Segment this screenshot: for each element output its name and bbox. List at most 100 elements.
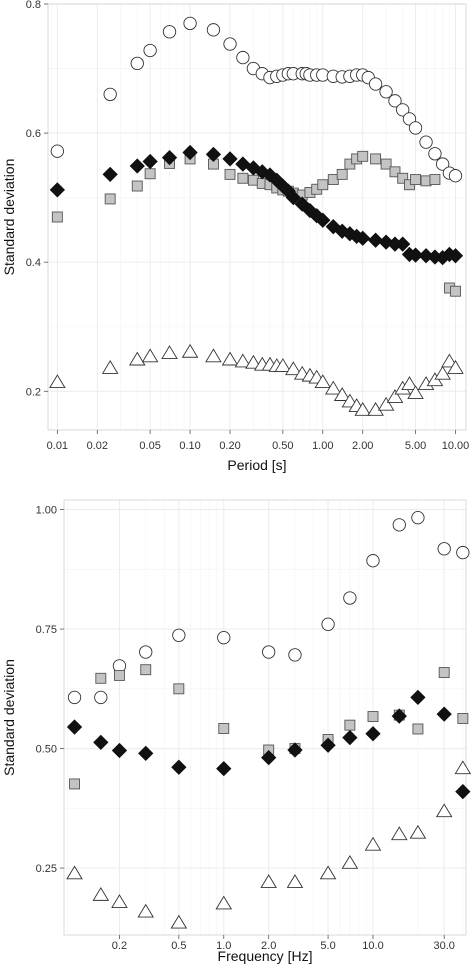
- diamond-point: [285, 189, 301, 206]
- square-point: [95, 672, 107, 684]
- diamond-point: [447, 248, 464, 264]
- square-point: [173, 683, 185, 695]
- diamond-point: [436, 706, 452, 722]
- diamond-point: [205, 146, 222, 163]
- diamond-point: [365, 726, 381, 742]
- y-tick-label: 0.2: [26, 386, 41, 398]
- triangle-point: [364, 836, 382, 851]
- square-point: [438, 667, 450, 679]
- square-point: [140, 664, 152, 676]
- diamond-point: [102, 166, 118, 183]
- diamond-point: [216, 761, 232, 777]
- x-tick-label: 2.0: [261, 940, 276, 952]
- triangle-point: [161, 345, 178, 359]
- triangle-point: [274, 358, 292, 372]
- x-tick-label: 30.0: [433, 940, 454, 952]
- circle-point: [94, 690, 108, 705]
- square-point: [357, 150, 369, 162]
- triangle-point: [170, 914, 188, 929]
- circle-point: [143, 43, 157, 58]
- x-axis-title: Period [s]: [227, 457, 286, 473]
- circle-point: [206, 23, 221, 37]
- triangle-point: [66, 865, 83, 880]
- x-tick-label: 1.0: [216, 940, 231, 952]
- diamond-point: [355, 230, 371, 246]
- x-tick-label: 1.00: [312, 440, 333, 452]
- triangle-point: [137, 903, 155, 918]
- x-tick-label: 5.0: [320, 940, 335, 952]
- diamond-point: [49, 182, 66, 198]
- square-point: [412, 723, 424, 735]
- plot-frame: [47, 3, 467, 431]
- series-circle: [50, 16, 463, 183]
- series-circle: [67, 511, 470, 705]
- square-point: [224, 168, 236, 180]
- triangle-point: [333, 387, 351, 401]
- circle-point: [67, 690, 82, 705]
- circle-point: [50, 144, 65, 158]
- triangle-point: [341, 854, 359, 869]
- square-point: [144, 168, 156, 180]
- circle-point: [379, 85, 393, 99]
- triangle-point: [377, 396, 395, 411]
- x-tick-label: 10.00: [442, 440, 470, 452]
- triangle-point: [434, 365, 451, 380]
- circle-point: [419, 135, 433, 149]
- x-axis: 0.2 0.5 1.0 2.0 5.0 10.0 30.0: [112, 935, 455, 952]
- triangle-point: [245, 354, 262, 369]
- diamond-point: [171, 759, 187, 775]
- square-point: [380, 158, 392, 170]
- x-tick-label: 0.10: [179, 440, 200, 452]
- diamond-point: [315, 212, 331, 228]
- series-diamond: [66, 689, 471, 800]
- triangle-point: [92, 886, 110, 901]
- circle-point: [343, 591, 357, 605]
- triangle-point: [234, 353, 252, 368]
- circle-point: [368, 77, 383, 91]
- triangle-point: [215, 895, 233, 910]
- circle-point: [262, 645, 276, 659]
- triangle-point: [386, 389, 404, 403]
- square-point: [397, 172, 409, 184]
- y-tick-label: 0.6: [26, 128, 41, 140]
- diamond-point: [395, 236, 411, 252]
- triangle-point: [319, 865, 337, 880]
- square-point: [450, 285, 461, 297]
- circle-point: [435, 157, 450, 171]
- x-tick-label: 10.0: [362, 940, 383, 952]
- x-tick-label: 0.5: [171, 940, 186, 952]
- period-chart: 0.01 0.02 0.05 0.10 0.20 0.50 1.00 2.00 5.00 10.0…: [1, 0, 470, 473]
- diamond-point: [261, 750, 277, 766]
- square-point: [69, 778, 80, 790]
- square-point: [317, 179, 329, 191]
- diamond-point: [367, 232, 384, 248]
- triangle-point: [286, 874, 304, 888]
- x-axis: 0.01 0.02 0.05 0.10 0.20 0.50 1.00 2.00 5.00 10.0…: [47, 430, 470, 452]
- y-tick-label: 0.8: [26, 0, 41, 11]
- diamond-point: [161, 149, 178, 166]
- circle-point: [411, 511, 425, 525]
- x-tick-label: 0.05: [139, 440, 160, 452]
- circle-point: [103, 87, 117, 102]
- diamond-point: [342, 729, 358, 746]
- circle-point: [321, 617, 335, 631]
- y-axis: 0.2 0.4 0.6 0.8: [26, 0, 48, 398]
- triangle-point: [205, 348, 222, 363]
- square-point: [367, 711, 379, 722]
- triangle-point: [49, 374, 66, 389]
- y-axis-title: Standard deviation: [1, 159, 17, 276]
- triangle-point: [128, 351, 146, 366]
- x-axis-title: Frequency [Hz]: [218, 948, 313, 964]
- square-point: [51, 211, 63, 223]
- square-point: [410, 174, 421, 186]
- diamond-point: [142, 153, 158, 170]
- series-triangle: [49, 343, 464, 416]
- diamond-point: [455, 783, 471, 800]
- triangle-point: [454, 760, 472, 775]
- square-point: [237, 172, 249, 184]
- triangle-point: [401, 376, 418, 390]
- circle-point: [130, 56, 144, 71]
- x-tick-label: 5.00: [405, 440, 426, 452]
- square-point: [457, 713, 469, 724]
- diamond-point: [138, 745, 154, 761]
